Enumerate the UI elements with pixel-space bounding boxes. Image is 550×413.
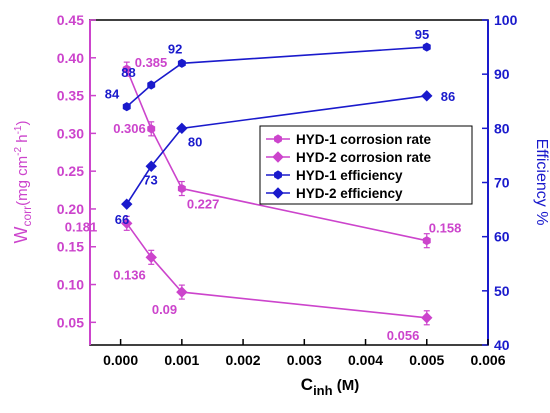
data-label: 66: [115, 212, 129, 227]
data-label: 0.09: [152, 302, 177, 317]
series-hyd-2-efficiency: [121, 90, 433, 210]
data-label: 0.306: [113, 121, 146, 136]
x-tick-label: 0.004: [348, 352, 383, 368]
y-right-tick-label: 60: [494, 229, 510, 245]
legend-swatch-marker: [274, 134, 282, 144]
series-hyd-2-corrosion-rate: [121, 215, 433, 326]
data-point: [122, 102, 131, 112]
y-right-tick-label: 40: [494, 337, 510, 353]
x-axis-title-main: C: [301, 375, 313, 394]
x-tick-label: 0.006: [470, 352, 505, 368]
legend: HYD-1 corrosion rate HYD-2 corrosion rate…: [259, 125, 473, 205]
legend-item: HYD-1 corrosion rate: [266, 132, 432, 147]
data-point: [177, 58, 186, 68]
right-axis: 40 50 60 70 80 90 100: [482, 12, 518, 353]
x-axis: 0.000 0.001 0.002 0.003 0.004 0.005 0.006: [103, 339, 506, 368]
legend-label: HYD-2 efficiency: [296, 186, 403, 201]
data-point: [176, 122, 188, 135]
series-hyd-1-efficiency: [122, 42, 431, 112]
data-label: 92: [168, 41, 182, 56]
y-left-title-unit: (mg cm: [14, 156, 31, 206]
data-point: [147, 124, 156, 134]
y-left-tick-label: 0.15: [57, 239, 84, 255]
legend-item: HYD-2 corrosion rate: [266, 150, 432, 165]
y-left-tick-label: 0.45: [57, 12, 84, 28]
y-right-tick-label: 80: [494, 120, 510, 136]
series-line: [126, 222, 427, 319]
y-left-title-sup2: -1: [13, 125, 24, 134]
y-left-tick-label: 0.10: [57, 277, 84, 293]
series-line: [125, 68, 427, 242]
legend-item: HYD-2 efficiency: [266, 186, 403, 201]
y-left-tick-label: 0.40: [57, 50, 84, 66]
y-left-tick-label: 0.05: [57, 314, 84, 330]
x-axis-title-sub: inh: [313, 383, 333, 398]
data-labels: 0.385 0.306 0.227 0.158 0.181 0.136 0.09 0.056 8…: [65, 27, 462, 343]
data-label: 0.158: [429, 221, 462, 236]
legend-label: HYD-2 corrosion rate: [296, 150, 432, 165]
data-point: [422, 236, 431, 246]
data-label: 0.056: [387, 328, 420, 343]
data-label: 88: [121, 65, 135, 80]
legend-item: HYD-1 efficiency: [266, 168, 403, 183]
data-point: [145, 251, 157, 264]
series-hyd-1-corrosion-rate: [122, 61, 431, 249]
y-left-axis-title: Wcorr(mg cm-2 h-1): [11, 121, 34, 244]
y-right-tick-label: 100: [494, 12, 518, 28]
data-point: [121, 217, 133, 230]
legend-label: HYD-1 efficiency: [296, 168, 403, 183]
y-left-tick-label: 0.25: [57, 163, 84, 179]
x-tick-label: 0.005: [409, 352, 444, 368]
y-left-tick-label: 0.30: [57, 125, 84, 141]
data-point: [147, 80, 156, 90]
y-right-axis-title: Efficiency %: [533, 139, 550, 226]
series-line: [126, 95, 427, 205]
data-label: 0.181: [65, 219, 98, 234]
x-tick-label: 0.002: [226, 352, 261, 368]
data-label: 95: [415, 27, 429, 42]
data-point: [421, 312, 433, 324]
x-axis-title: Cinh (M): [301, 375, 359, 398]
legend-swatch-marker: [272, 187, 284, 199]
data-label: 80: [188, 134, 202, 149]
x-tick-label: 0.001: [164, 352, 199, 368]
data-label: 86: [441, 89, 455, 104]
x-tick-label: 0.000: [103, 352, 138, 368]
x-tick-label: 0.003: [287, 352, 322, 368]
series-line: [126, 46, 427, 108]
data-label: 84: [105, 87, 120, 102]
x-axis-title-unit: (M): [333, 377, 360, 394]
data-label: 0.136: [113, 267, 146, 282]
y-right-tick-label: 70: [494, 175, 510, 191]
legend-label: HYD-1 corrosion rate: [296, 132, 432, 147]
y-left-tick-label: 0.35: [57, 88, 84, 104]
data-point: [176, 286, 188, 298]
data-point: [145, 160, 157, 172]
y-left-title-mid: h: [14, 134, 31, 147]
data-point: [177, 183, 186, 194]
series-layer: [121, 42, 433, 326]
y-left-title-main: W: [11, 227, 31, 244]
y-left-title-sup1: -2: [13, 146, 24, 155]
data-label: 0.227: [187, 197, 220, 212]
y-left-tick-label: 0.20: [57, 201, 84, 217]
legend-swatch-marker: [274, 170, 282, 180]
y-left-title-end: ): [14, 121, 31, 126]
y-right-tick-label: 90: [494, 66, 510, 82]
data-point: [422, 42, 431, 52]
data-point: [421, 90, 433, 102]
data-label: 73: [143, 172, 157, 187]
left-axis: 0.05 0.10 0.15 0.20 0.25 0.30 0.35 0.40 0.45: [57, 12, 96, 345]
y-left-title-sub: corr: [20, 206, 34, 227]
data-point: [121, 198, 133, 210]
data-label: 0.385: [135, 55, 168, 70]
legend-swatch-marker: [272, 151, 284, 163]
legend-box: [259, 125, 473, 205]
data-point: [122, 64, 131, 74]
y-right-tick-label: 50: [494, 283, 510, 299]
